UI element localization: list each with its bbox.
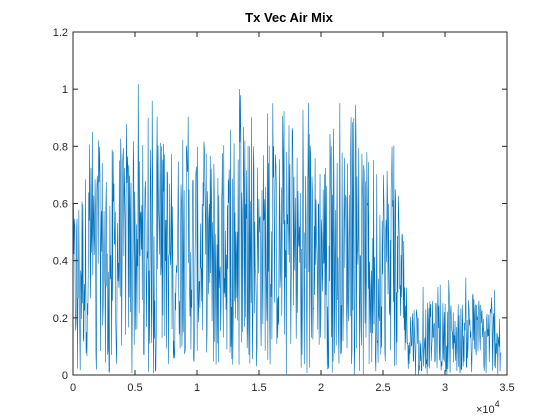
plot-area — [73, 84, 501, 375]
x-tick-label-7: 3.5 — [499, 382, 514, 394]
x-tick-label-4: 2 — [318, 382, 324, 394]
x-tick-label-6: 3 — [442, 382, 448, 394]
x-tick-label-2: 1 — [194, 382, 200, 394]
x-tick-label-3: 1.5 — [251, 382, 266, 394]
x-axis-exponent-base: ×10 — [476, 404, 495, 416]
y-tick-label-1: 0.2 — [53, 313, 68, 325]
y-tick-label-6: 1.2 — [53, 27, 68, 39]
x-tick-label-1: 0.5 — [127, 382, 142, 394]
y-tick-label-3: 0.6 — [53, 199, 68, 211]
x-axis-exponent: ×104 — [476, 399, 500, 416]
series-line-0 — [73, 84, 501, 375]
x-axis: 0 0.5 1 1.5 2 2.5 3 3.5 — [70, 32, 515, 394]
x-axis-exponent-power: 4 — [495, 399, 500, 409]
y-tick-label-4: 0.8 — [53, 141, 68, 153]
y-tick-label-2: 0.4 — [53, 256, 68, 268]
y-tick-label-5: 1 — [62, 84, 68, 96]
chart-title: Tx Vec Air Mix — [245, 10, 333, 25]
y-axis: 0 0.2 0.4 0.6 0.8 1 1.2 — [53, 27, 507, 382]
x-tick-label-0: 0 — [70, 382, 76, 394]
x-tick-label-5: 2.5 — [375, 382, 390, 394]
y-tick-label-0: 0 — [62, 370, 68, 382]
